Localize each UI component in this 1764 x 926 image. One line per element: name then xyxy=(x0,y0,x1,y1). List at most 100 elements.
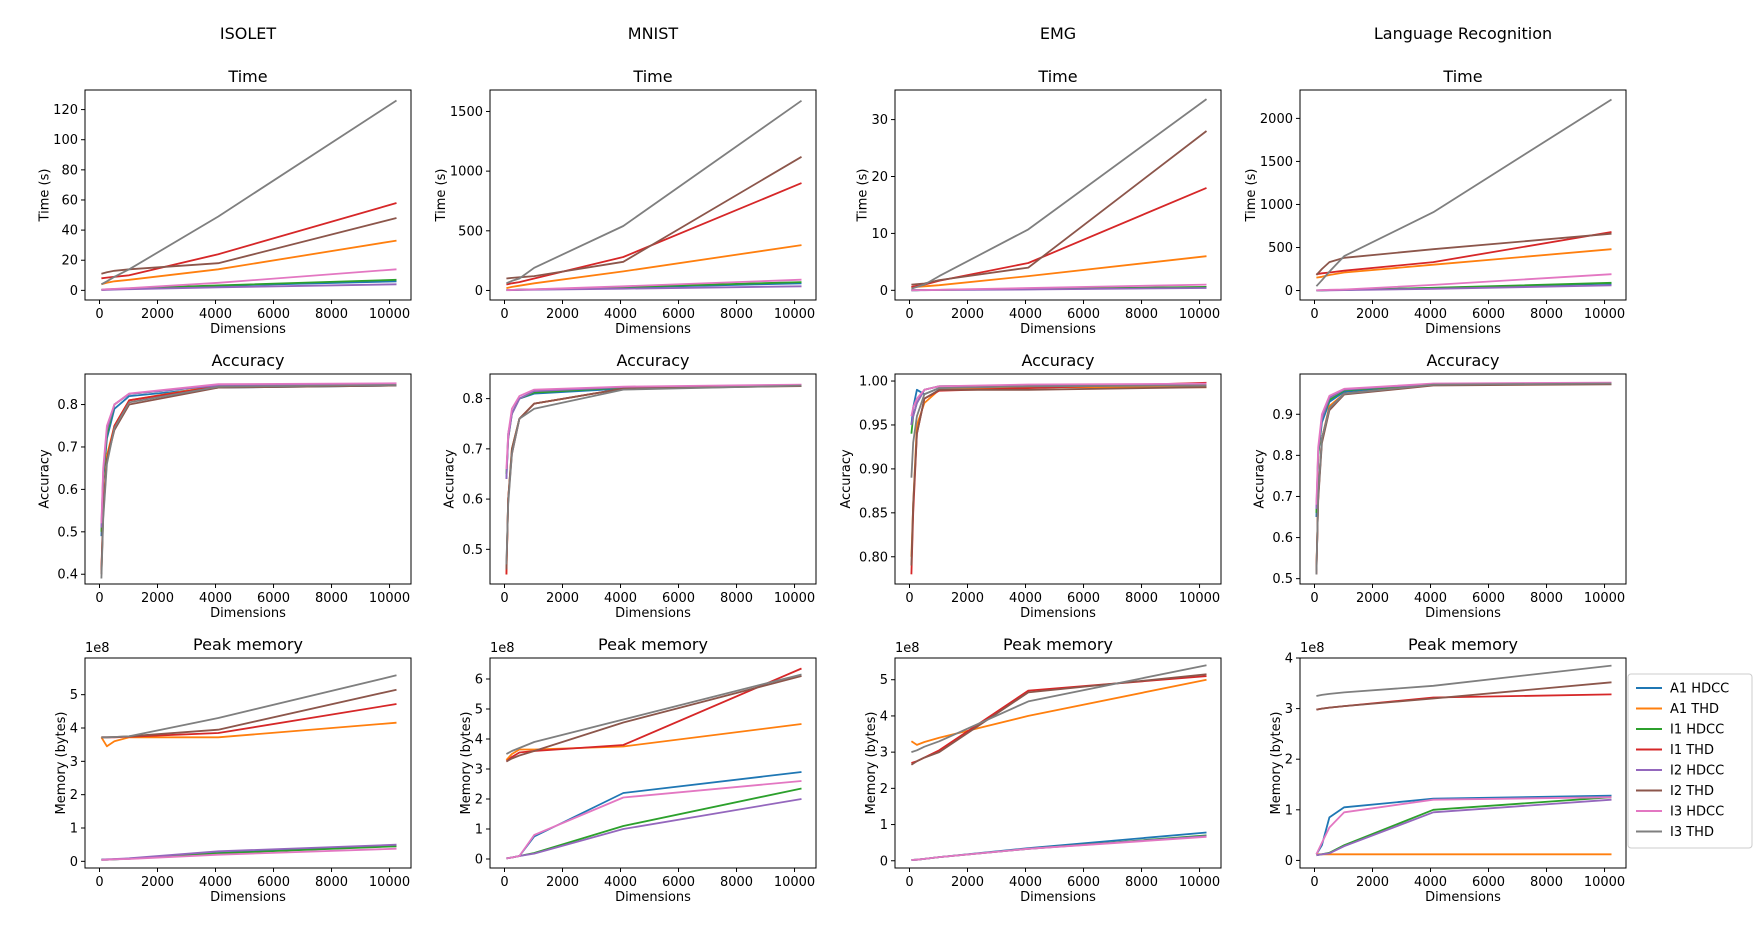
column-title-emg: EMG xyxy=(1040,24,1076,43)
x-tick-label: 6000 xyxy=(1067,875,1100,890)
x-tick-label: 8000 xyxy=(1530,875,1563,890)
y-tick-label: 0.7 xyxy=(1272,490,1293,505)
series-line-a1-thd xyxy=(1315,382,1612,571)
column-titles: ISOLET MNIST EMG Language Recognition xyxy=(220,24,1552,43)
x-axis-label: Dimensions xyxy=(1425,322,1501,337)
y-tick-label: 0.4 xyxy=(57,568,78,583)
series-line-i3-thd xyxy=(101,674,397,739)
legend-item-a1-thd: A1 THD xyxy=(1636,702,1719,717)
x-tick-label: 4000 xyxy=(1009,307,1042,322)
series-line-i2-thd xyxy=(101,217,397,275)
series-line-i3-thd xyxy=(506,99,803,285)
series-lines xyxy=(100,674,397,861)
series-lines xyxy=(1315,664,1612,857)
series-line-i3-thd xyxy=(505,673,802,755)
axes-frame xyxy=(489,89,817,301)
legend-item-a1-hdcc: A1 HDCC xyxy=(1636,682,1729,697)
y-tick-label: 0 xyxy=(70,855,78,870)
x-axis-label: Dimensions xyxy=(1425,890,1501,905)
y-axis-offset-label: 1e8 xyxy=(1300,641,1325,656)
series-line-a1-thd xyxy=(910,678,1207,746)
x-tick-label: 0 xyxy=(1310,307,1318,322)
x-tick-label: 8000 xyxy=(315,307,348,322)
x-tick-label: 10000 xyxy=(369,307,410,322)
subplot-mnist-time: Time 0 2000 4000 6000 8000 10000 0 500 1000 1500 Di… xyxy=(434,67,817,337)
series-line-a1-thd xyxy=(910,386,1207,557)
series-line-i2-thd xyxy=(1315,232,1612,276)
x-axis-label: Dimensions xyxy=(615,322,691,337)
subplot-title: Accuracy xyxy=(1426,351,1499,370)
y-tick-label: 20 xyxy=(61,254,78,269)
subplot-language-recognition-peak-memory: Peak memory 0 2000 4000 6000 8000 10000 0 1 2 3 4 Di… xyxy=(1269,635,1627,905)
x-tick-label: 8000 xyxy=(1530,591,1563,606)
x-tick-label: 10000 xyxy=(774,591,815,606)
series-line-i1-thd xyxy=(505,384,802,575)
axes-frame xyxy=(894,657,1222,869)
series-line-i2-thd xyxy=(911,130,1208,286)
y-tick-label: 20 xyxy=(871,170,888,185)
y-tick-label: 0 xyxy=(880,854,888,869)
y-tick-label: 2 xyxy=(475,793,483,808)
series-line-i3-hdcc xyxy=(100,382,397,524)
x-tick-label: 10000 xyxy=(1584,307,1625,322)
y-tick-label: 1500 xyxy=(450,105,483,120)
x-tick-label: 6000 xyxy=(662,591,695,606)
series-line-i2-hdcc xyxy=(505,384,802,480)
x-tick-label: 10000 xyxy=(1179,591,1220,606)
legend-item-i3-hdcc: I3 HDCC xyxy=(1636,805,1724,820)
y-tick-label: 0.8 xyxy=(57,398,78,413)
x-axis-label: Dimensions xyxy=(1020,890,1096,905)
x-tick-label: 4000 xyxy=(199,307,232,322)
x-tick-label: 4000 xyxy=(1414,875,1447,890)
series-lines xyxy=(911,98,1208,292)
y-tick-label: 0.5 xyxy=(57,525,78,540)
x-tick-label: 4000 xyxy=(1414,307,1447,322)
x-tick-label: 8000 xyxy=(720,875,753,890)
y-tick-label: 2 xyxy=(1285,753,1293,768)
subplot-mnist-peak-memory: Peak memory 0 2000 4000 6000 8000 10000 0 1 2 3 4 5 6… xyxy=(459,635,817,905)
y-axis-label: Memory (bytes) xyxy=(1269,712,1284,815)
y-tick-label: 3 xyxy=(1285,702,1293,717)
x-tick-label: 2000 xyxy=(951,875,984,890)
x-tick-label: 2000 xyxy=(1356,875,1389,890)
x-tick-label: 2000 xyxy=(546,591,579,606)
series-lines xyxy=(505,383,802,575)
x-tick-label: 10000 xyxy=(1584,875,1625,890)
x-tick-label: 10000 xyxy=(369,591,410,606)
y-tick-label: 0.7 xyxy=(57,440,78,455)
legend-label: A1 HDCC xyxy=(1670,682,1729,697)
y-axis-label: Memory (bytes) xyxy=(459,712,474,815)
y-tick-label: 2 xyxy=(880,782,888,797)
x-tick-label: 0 xyxy=(500,875,508,890)
x-tick-label: 4000 xyxy=(604,875,637,890)
series-lines xyxy=(910,664,1207,861)
y-tick-label: 0.90 xyxy=(859,462,888,477)
column-title-mnist: MNIST xyxy=(628,24,679,43)
y-tick-label: 1 xyxy=(880,818,888,833)
x-tick-label: 2000 xyxy=(141,591,174,606)
y-tick-label: 0.9 xyxy=(1272,408,1293,423)
y-axis-label: Accuracy xyxy=(442,449,457,509)
x-axis-label: Dimensions xyxy=(1020,322,1096,337)
series-line-i3-thd xyxy=(911,664,1207,753)
x-tick-label: 10000 xyxy=(1179,307,1220,322)
y-tick-label: 100 xyxy=(53,133,78,148)
series-line-i3-hdcc xyxy=(101,847,397,861)
series-line-i3-hdcc xyxy=(505,383,802,470)
y-tick-label: 0 xyxy=(1285,284,1293,299)
legend-label: I3 THD xyxy=(1670,825,1714,840)
x-tick-label: 10000 xyxy=(369,875,410,890)
subplot-isolet-time: Time 0 2000 4000 6000 8000 10000 0 20 40 60 80 100 12… xyxy=(37,67,412,337)
y-tick-label: 6 xyxy=(475,673,483,688)
series-line-a1-hdcc xyxy=(100,384,397,537)
y-tick-label: 0.5 xyxy=(1272,572,1293,587)
x-tick-label: 0 xyxy=(1310,875,1318,890)
subplot-language-recognition-time: Time 0 2000 4000 6000 8000 10000 0 500 1000 1500 20… xyxy=(1244,67,1627,337)
x-tick-label: 10000 xyxy=(774,307,815,322)
series-line-i3-thd xyxy=(1315,382,1612,575)
series-line-i2-thd xyxy=(100,384,397,575)
x-tick-label: 0 xyxy=(95,591,103,606)
y-tick-label: 120 xyxy=(53,103,78,118)
y-tick-label: 0 xyxy=(70,284,78,299)
y-tick-label: 0 xyxy=(475,853,483,868)
